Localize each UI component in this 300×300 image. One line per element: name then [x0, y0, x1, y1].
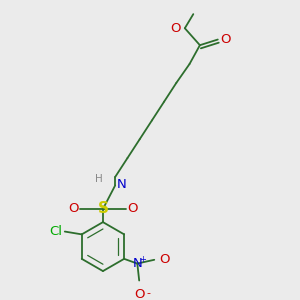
Text: O: O: [134, 288, 144, 300]
Text: +: +: [140, 255, 146, 264]
Text: N: N: [132, 257, 142, 270]
Text: O: O: [159, 253, 169, 266]
Text: O: O: [128, 202, 138, 215]
Text: -: -: [147, 288, 151, 298]
Text: N: N: [117, 178, 127, 191]
Text: O: O: [171, 22, 181, 35]
Text: Cl: Cl: [49, 225, 62, 238]
Text: S: S: [98, 202, 108, 217]
Text: O: O: [220, 33, 231, 46]
Text: H: H: [95, 174, 103, 184]
Text: O: O: [68, 202, 79, 215]
